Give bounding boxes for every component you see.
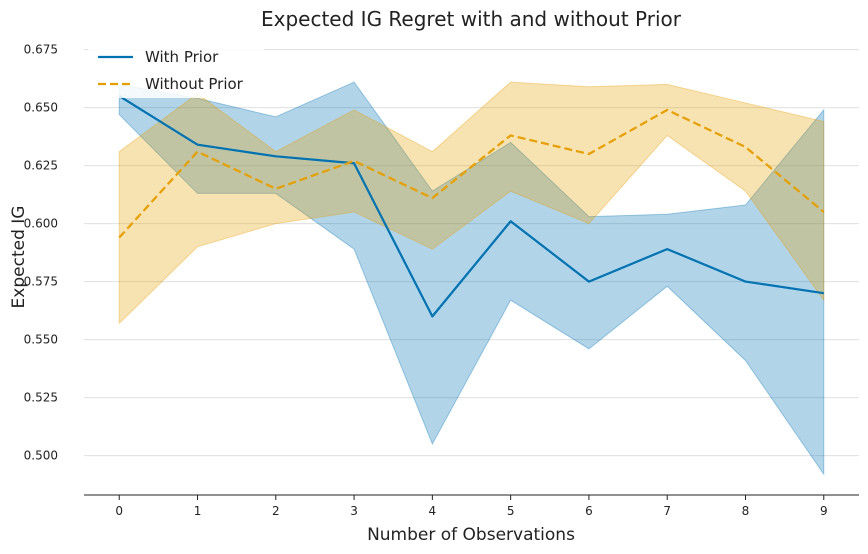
x-tick-label: 2 <box>272 504 280 518</box>
legend-label: With Prior <box>145 48 219 66</box>
y-tick-label: 0.625 <box>24 159 58 173</box>
x-axis-label: Number of Observations <box>367 525 575 545</box>
x-tick-label: 9 <box>820 504 828 518</box>
x-ticks: 0 1 2 3 4 5 6 7 8 9 <box>115 495 828 518</box>
x-tick-label: 1 <box>194 504 202 518</box>
legend-label: Without Prior <box>145 75 244 93</box>
confidence-band-without-prior <box>118 81 825 325</box>
y-tick-label: 0.500 <box>24 449 58 463</box>
y-tick-label: 0.550 <box>24 333 58 347</box>
y-tick-label: 0.525 <box>24 391 58 405</box>
x-tick-label: 3 <box>350 504 358 518</box>
y-tick-label: 0.675 <box>24 43 58 57</box>
x-tick-label: 6 <box>585 504 593 518</box>
x-tick-label: 0 <box>115 504 123 518</box>
y-tick-label: 0.650 <box>24 101 58 115</box>
legend-box <box>88 42 264 98</box>
series-line-without-prior <box>118 108 825 239</box>
x-tick-label: 5 <box>507 504 515 518</box>
y-axis-label: Expected IG <box>9 206 29 309</box>
x-tick-label: 8 <box>742 504 750 518</box>
x-tick-label: 4 <box>429 504 437 518</box>
series-lines <box>118 95 825 318</box>
confidence-band-with-prior <box>118 81 825 476</box>
y-tick-label: 0.575 <box>24 275 58 289</box>
legend: With Prior Without Prior <box>88 42 264 98</box>
y-ticks: 0.500 0.525 0.550 0.575 0.600 0.625 0.650 0.675 <box>24 43 58 463</box>
y-tick-label: 0.600 <box>24 217 58 231</box>
chart-title: Expected IG Regret with and without Prio… <box>261 7 682 31</box>
series-line-with-prior <box>118 95 824 318</box>
x-tick-label: 7 <box>663 504 671 518</box>
confidence-bands <box>118 81 825 476</box>
